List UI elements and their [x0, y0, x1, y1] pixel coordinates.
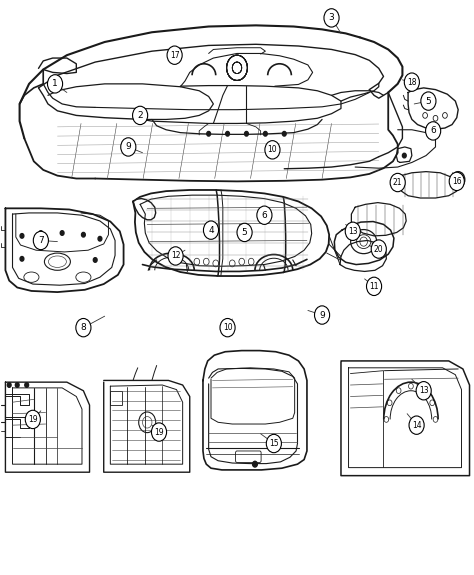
- Text: 11: 11: [369, 282, 379, 291]
- Circle shape: [421, 92, 436, 110]
- Circle shape: [39, 231, 43, 235]
- Text: 12: 12: [171, 251, 180, 260]
- Text: 13: 13: [419, 386, 428, 395]
- Circle shape: [266, 434, 282, 453]
- Circle shape: [245, 132, 248, 136]
- Text: 10: 10: [223, 323, 232, 332]
- Circle shape: [133, 106, 148, 125]
- Circle shape: [20, 233, 24, 238]
- Text: 15: 15: [269, 439, 279, 448]
- Text: 9: 9: [126, 143, 131, 151]
- Circle shape: [366, 277, 382, 296]
- Circle shape: [33, 231, 48, 250]
- Circle shape: [452, 171, 465, 187]
- Text: 19: 19: [28, 415, 37, 424]
- Circle shape: [82, 232, 85, 237]
- Text: 5: 5: [426, 97, 431, 106]
- Circle shape: [237, 223, 252, 241]
- Circle shape: [25, 383, 28, 388]
- Circle shape: [265, 141, 280, 159]
- Circle shape: [390, 173, 405, 191]
- Text: 6: 6: [262, 210, 267, 220]
- Circle shape: [426, 122, 441, 140]
- Circle shape: [404, 73, 419, 91]
- Circle shape: [93, 258, 97, 262]
- Circle shape: [20, 256, 24, 261]
- Circle shape: [226, 132, 229, 136]
- Circle shape: [416, 382, 431, 400]
- Text: 3: 3: [328, 13, 334, 22]
- Text: 2: 2: [137, 111, 143, 120]
- Circle shape: [264, 132, 267, 136]
- Bar: [110, 391, 122, 405]
- Circle shape: [7, 383, 11, 388]
- Circle shape: [167, 46, 182, 64]
- Text: 20: 20: [374, 244, 383, 254]
- Circle shape: [25, 410, 40, 428]
- Text: 4: 4: [208, 225, 214, 235]
- Circle shape: [283, 132, 286, 136]
- Circle shape: [402, 154, 406, 158]
- Circle shape: [152, 423, 166, 441]
- Text: 8: 8: [81, 323, 86, 332]
- Circle shape: [257, 206, 272, 224]
- Text: 9: 9: [319, 310, 325, 320]
- Circle shape: [207, 132, 210, 136]
- Text: 6: 6: [430, 126, 436, 135]
- Text: 16: 16: [452, 177, 462, 186]
- Circle shape: [168, 247, 183, 265]
- Circle shape: [253, 461, 257, 467]
- Circle shape: [371, 240, 386, 258]
- Circle shape: [98, 236, 102, 241]
- Circle shape: [203, 221, 219, 239]
- Text: 13: 13: [348, 227, 357, 236]
- Text: 17: 17: [170, 51, 180, 60]
- Circle shape: [449, 172, 465, 190]
- Text: 14: 14: [412, 421, 421, 430]
- Text: 10: 10: [268, 145, 277, 154]
- Text: 18: 18: [407, 78, 417, 87]
- Circle shape: [220, 319, 235, 337]
- Text: 21: 21: [393, 178, 402, 187]
- Circle shape: [60, 231, 64, 235]
- Text: 19: 19: [154, 428, 164, 436]
- Text: 1: 1: [52, 79, 58, 89]
- Circle shape: [121, 138, 136, 156]
- Circle shape: [324, 9, 339, 27]
- Circle shape: [409, 416, 424, 434]
- Text: 7: 7: [38, 236, 44, 245]
- Circle shape: [47, 75, 63, 93]
- Circle shape: [76, 319, 91, 337]
- Circle shape: [345, 222, 360, 240]
- Text: 5: 5: [242, 228, 247, 237]
- Circle shape: [315, 306, 329, 324]
- Circle shape: [15, 383, 19, 388]
